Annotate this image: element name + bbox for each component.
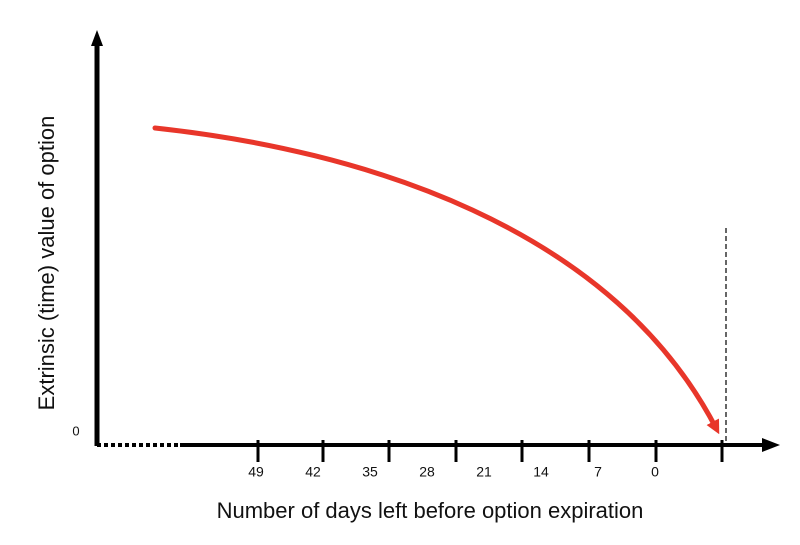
y-axis-label: Extrinsic (time) value of option (34, 116, 59, 411)
x-axis-label: Number of days left before option expira… (217, 498, 644, 523)
x-tick-labels: 49 42 35 28 21 14 7 0 (248, 464, 659, 480)
y-zero-label: 0 (72, 423, 79, 438)
x-tick-label: 28 (419, 464, 435, 480)
x-tick-label: 14 (533, 464, 549, 480)
x-tick-label: 21 (476, 464, 492, 480)
x-tick-label: 7 (594, 464, 602, 480)
x-tick-label: 42 (305, 464, 321, 480)
x-tick-label: 49 (248, 464, 264, 480)
x-axis-arrow (762, 438, 780, 452)
x-ticks (256, 440, 724, 462)
x-tick-label: 0 (651, 464, 659, 480)
decay-curve (152, 125, 720, 435)
y-axis-arrow (91, 30, 103, 46)
x-tick-label: 35 (362, 464, 378, 480)
